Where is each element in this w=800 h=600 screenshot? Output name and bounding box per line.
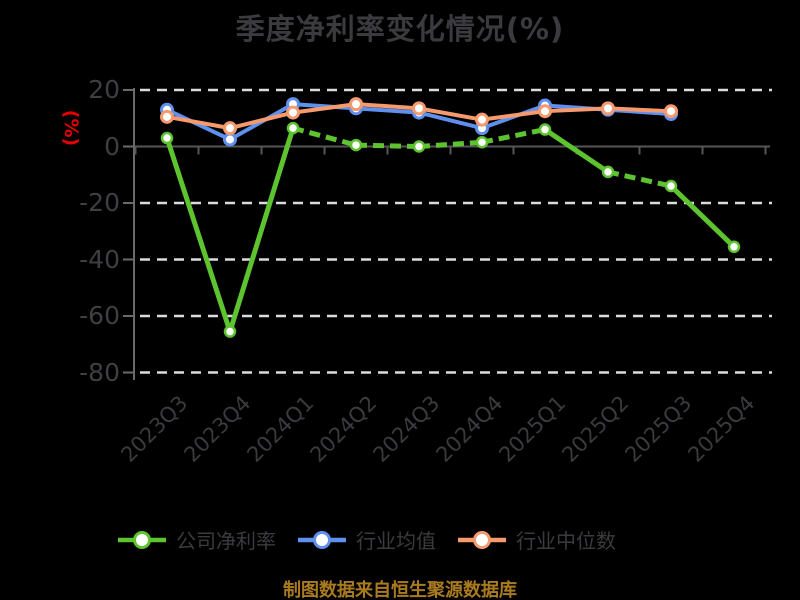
legend-label: 行业均值 [356, 529, 436, 553]
legend-item-industry-median: 行业中位数 [458, 525, 616, 554]
y-tick-label: 0 [104, 131, 120, 161]
legend-item-industry-mean: 行业均值 [298, 525, 436, 554]
chart-title: 季度净利率变化情况(%) [235, 12, 565, 46]
line-circle-icon [118, 530, 166, 549]
legend: 公司净利率 行业均值 行业中位数 [118, 525, 616, 554]
legend-item-company-net-margin: 公司净利率 [118, 525, 276, 554]
legend-label: 行业中位数 [516, 529, 616, 553]
y-tick-label: -80 [79, 357, 120, 387]
line-circle-icon [298, 530, 346, 549]
y-tick-label: -20 [79, 188, 120, 217]
data-source-footnote: 制图数据来自恒生聚源数据库 [283, 580, 517, 600]
y-tick-label: -40 [79, 244, 120, 274]
line-circle-icon [458, 530, 506, 549]
y-tick-label: 20 [88, 75, 120, 104]
legend-label: 公司净利率 [176, 529, 276, 553]
y-tick-label: -60 [79, 301, 120, 330]
